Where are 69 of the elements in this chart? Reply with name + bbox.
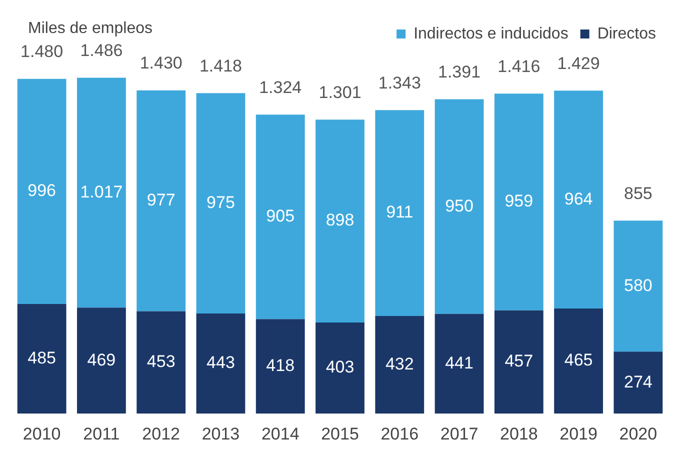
bar — [375, 110, 424, 316]
data-label: 996 — [28, 181, 56, 200]
total-label: 1.418 — [199, 56, 242, 76]
data-label: 977 — [146, 190, 176, 210]
bar — [17, 78, 66, 304]
legend-label: Directos — [597, 25, 656, 42]
total-label: 1.486 — [80, 40, 123, 60]
bar — [614, 352, 663, 414]
data-label: 964 — [564, 189, 593, 208]
total-label: 1.301 — [318, 82, 362, 102]
x-tick-label: 2015 — [321, 424, 359, 444]
bar — [316, 322, 364, 414]
data-label: 403 — [326, 358, 354, 377]
bar — [554, 90, 603, 309]
x-tick-label: 2012 — [142, 424, 180, 444]
data-label: 911 — [386, 202, 414, 222]
bar — [554, 308, 603, 414]
data-label: 959 — [504, 192, 534, 211]
bar — [256, 114, 305, 320]
total-label: 1.430 — [140, 54, 182, 73]
data-label: 418 — [266, 356, 295, 376]
data-label: 975 — [206, 192, 235, 212]
y-axis-title: Miles de empleos — [28, 20, 152, 38]
total-label: 1.391 — [438, 62, 481, 82]
x-tick-label: 2014 — [261, 424, 300, 444]
x-tick-label: 2018 — [500, 424, 538, 444]
data-label: 1.017 — [80, 182, 123, 202]
bar — [494, 310, 544, 414]
total-label: 1.429 — [557, 54, 600, 73]
bar — [136, 90, 186, 312]
x-tick-label: 2016 — [380, 424, 419, 444]
data-label: 580 — [624, 276, 652, 295]
data-label: 469 — [87, 350, 116, 370]
bar — [494, 94, 544, 310]
data-label: 465 — [564, 350, 593, 370]
bar — [196, 93, 246, 314]
total-label: 1.416 — [498, 56, 540, 76]
total-label: 855 — [624, 184, 652, 203]
data-label: 453 — [146, 352, 176, 372]
data-label: 457 — [504, 352, 534, 371]
bar — [77, 308, 126, 414]
x-tick-label: 2020 — [619, 424, 658, 444]
x-tick-label: 2013 — [202, 424, 240, 444]
data-label: 443 — [206, 353, 235, 372]
x-tick-label: 2017 — [440, 424, 478, 444]
data-label: 905 — [266, 206, 295, 226]
bar — [256, 319, 305, 414]
bar — [77, 78, 126, 308]
bar — [136, 311, 186, 414]
data-label: 950 — [445, 196, 474, 216]
data-label: 274 — [624, 372, 652, 392]
data-label: 485 — [28, 348, 56, 368]
x-tick-label: 2011 — [83, 424, 120, 444]
bar — [434, 99, 484, 314]
x-tick-label: 2010 — [22, 424, 61, 444]
bar — [614, 220, 663, 352]
bar — [316, 120, 364, 323]
bar — [17, 304, 66, 414]
data-label: 441 — [445, 353, 474, 372]
total-label: 1.480 — [20, 42, 64, 62]
bar — [196, 313, 246, 414]
data-label: 898 — [326, 210, 354, 230]
legend-label: Indirectos e inducidos — [414, 25, 568, 42]
x-tick-label: 2019 — [560, 424, 598, 444]
total-label: 1.343 — [378, 73, 421, 92]
bar — [434, 314, 484, 414]
bar — [375, 316, 424, 414]
data-label: 432 — [385, 354, 414, 374]
total-label: 1.324 — [259, 78, 302, 97]
